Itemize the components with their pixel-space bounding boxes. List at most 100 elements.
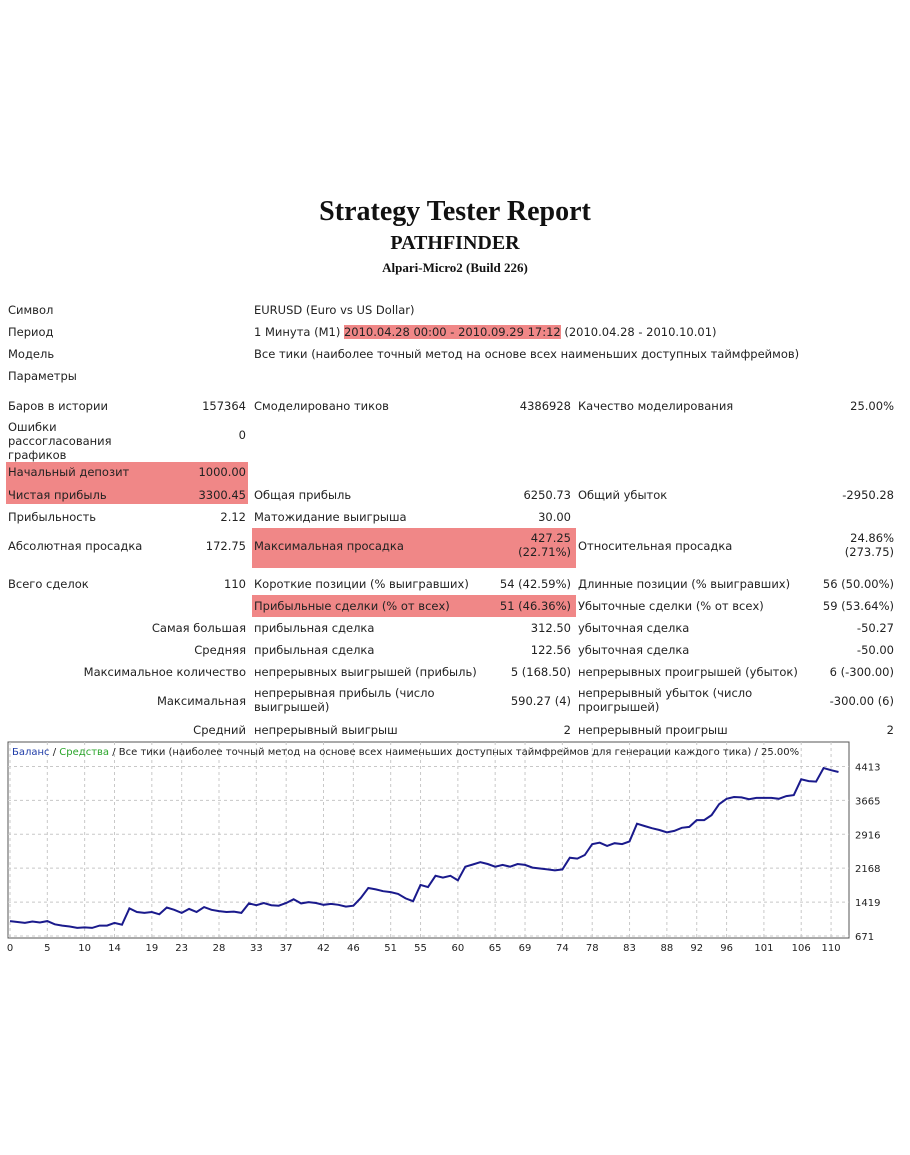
chart-legend: Баланс / Средства / Все тики (наиболее т…	[12, 747, 799, 758]
max-count-loss-value: 6 (-300.00)	[829, 665, 894, 679]
chart-frame	[7, 741, 850, 939]
ticks-label: Смоделировано тиков	[254, 399, 389, 413]
largest-win-value: 312.50	[530, 621, 571, 635]
max-drawdown-percent: (22.71%)	[518, 545, 571, 559]
params-label: Параметры	[8, 369, 77, 383]
max-count-win-label: непрерывных выигрышей (прибыль)	[254, 665, 477, 679]
gross-loss-label: Общий убыток	[578, 488, 668, 502]
x-tick-label: 5	[44, 943, 50, 954]
ticks-value: 4386928	[519, 399, 571, 413]
winning-trades-label: Прибыльные сделки (% от всех)	[254, 599, 450, 613]
net-profit-value: 3300.45	[198, 488, 246, 502]
expert-name: PATHFINDER	[390, 232, 520, 254]
avg-cons-win-value: 2	[563, 723, 571, 737]
avg-win-label: прибыльная сделка	[254, 643, 375, 657]
avg-cons-win-label: непрерывный выигрыш	[254, 723, 398, 737]
largest-loss-label: убыточная сделка	[578, 621, 690, 635]
profit-factor-label: Прибыльность	[8, 510, 97, 524]
bars-label: Баров в истории	[8, 399, 108, 413]
x-tick-label: 110	[822, 943, 841, 954]
x-tick-label: 96	[720, 943, 733, 954]
period-suffix: (2010.04.28 - 2010.10.01)	[564, 325, 717, 339]
period-label: Период	[8, 325, 54, 339]
y-tick-label: 1419	[855, 898, 880, 909]
deposit-value: 1000.00	[198, 465, 246, 479]
largest-label: Самая большая	[151, 621, 246, 635]
long-positions-value: 56 (50.00%)	[822, 577, 894, 591]
maximal-label: Максимальная	[156, 694, 246, 708]
rel-drawdown-label: Относительная просадка	[578, 539, 733, 553]
gross-profit-label: Общая прибыль	[254, 488, 352, 502]
max-count-win-value: 5 (168.50)	[510, 665, 571, 679]
errors-label: Ошибки рассогласования графиков	[8, 420, 112, 462]
x-tick-label: 74	[556, 943, 569, 954]
chart-grid	[8, 742, 849, 938]
losing-trades-label: Убыточные сделки (% от всех)	[578, 599, 764, 613]
legend-equity: Средства	[59, 747, 110, 758]
period-prefix: 1 Минута (M1)	[254, 325, 341, 339]
max-loss-value: -300.00 (6)	[829, 694, 894, 708]
model-value: Все тики (наиболее точный метод на основ…	[254, 347, 800, 361]
losing-trades-value: 59 (53.64%)	[822, 599, 894, 613]
legend-separator: /	[52, 747, 57, 758]
rel-drawdown-value: 24.86%	[850, 531, 894, 545]
x-tick-label: 37	[280, 943, 293, 954]
x-tick-label: 92	[690, 943, 703, 954]
period-range: 2010.04.28 00:00 - 2010.09.29 17:12	[343, 325, 561, 339]
max-count-label: Максимальное количество	[83, 665, 246, 679]
x-tick-label: 69	[519, 943, 532, 954]
x-tick-label: 60	[451, 943, 464, 954]
max-win-value: 590.27 (4)	[510, 694, 571, 708]
x-tick-label: 0	[7, 943, 13, 954]
average-label: Средняя	[194, 643, 246, 657]
report-title: Strategy Tester Report	[319, 196, 591, 227]
y-tick-label: 3665	[855, 796, 880, 807]
x-tick-label: 42	[317, 943, 330, 954]
y-tick-label: 2916	[855, 830, 880, 841]
x-tick-label: 106	[792, 943, 811, 954]
max-loss-label: непрерывный убыток (число проигрышей)	[578, 686, 753, 714]
x-tick-label: 55	[414, 943, 427, 954]
long-positions-label: Длинные позиции (% выигравших)	[578, 577, 791, 591]
errors-value: 0	[238, 428, 246, 442]
largest-loss-value: -50.27	[856, 621, 894, 635]
abs-drawdown-value: 172.75	[205, 539, 246, 553]
rel-drawdown-amount: (273.75)	[844, 545, 894, 559]
x-tick-label: 83	[623, 943, 636, 954]
legend-balance: Баланс	[12, 747, 50, 758]
x-tick-label: 14	[108, 943, 121, 954]
payoff-value: 30.00	[538, 510, 571, 524]
max-count-loss-label: непрерывных проигрышей (убыток)	[578, 665, 798, 679]
x-tick-label: 101	[754, 943, 773, 954]
symbol-value: EURUSD (Euro vs US Dollar)	[254, 303, 415, 317]
x-tick-label: 51	[384, 943, 397, 954]
x-tick-label: 28	[213, 943, 226, 954]
model-label: Модель	[8, 347, 55, 361]
x-tick-label: 78	[586, 943, 599, 954]
bars-value: 157364	[202, 399, 246, 413]
max-drawdown-value: 427.25	[530, 531, 571, 545]
avg-loss-value: -50.00	[856, 643, 894, 657]
abs-drawdown-label: Абсолютная просадка	[8, 539, 143, 553]
quality-label: Качество моделирования	[578, 399, 734, 413]
net-profit-label: Чистая прибыль	[8, 488, 107, 502]
short-positions-value: 54 (42.59%)	[499, 577, 571, 591]
x-tick-label: 88	[660, 943, 673, 954]
avg-cons-loss-label: непрерывный проигрыш	[578, 723, 728, 737]
y-tick-label: 4413	[855, 762, 880, 773]
symbol-label: Символ	[8, 303, 54, 317]
x-tick-label: 23	[175, 943, 188, 954]
x-axis-ticks: 0 5 10 14 19 23 28 33 37 42 46 51 55 60 65 69 74 78 83 88 92…	[7, 943, 841, 954]
y-tick-label: 2168	[855, 864, 880, 875]
winning-trades-value: 51 (46.36%)	[499, 599, 571, 613]
short-positions-label: Короткие позиции (% выигравших)	[254, 577, 469, 591]
x-tick-label: 46	[347, 943, 360, 954]
x-tick-label: 19	[145, 943, 158, 954]
max-win-label: непрерывная прибыль (число выигрышей)	[254, 686, 435, 714]
y-axis-ticks: 671 1419 2168 2916 3665 4413	[855, 762, 880, 943]
avg-cons-loss-value: 2	[886, 723, 894, 737]
winning-trades-highlight	[252, 595, 576, 617]
max-drawdown-label: Максимальная просадка	[254, 539, 404, 553]
legend-description: / Все тики (наиболее точный метод на осн…	[112, 747, 800, 758]
x-tick-label: 10	[78, 943, 91, 954]
